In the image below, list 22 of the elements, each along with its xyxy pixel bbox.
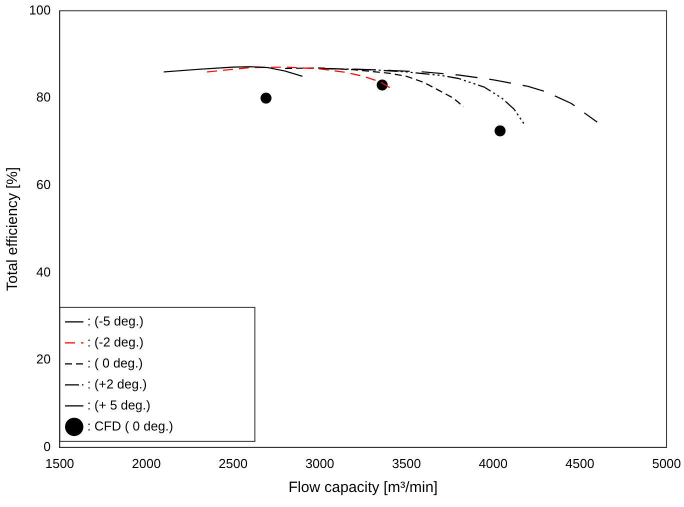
- legend-label: : (+2 deg.): [87, 376, 147, 392]
- y-tick-label: 20: [36, 352, 51, 367]
- x-tick-label: 4000: [478, 456, 508, 471]
- x-tick-label: 5000: [652, 456, 681, 471]
- x-tick-label: 2000: [132, 456, 161, 471]
- y-tick-label: 80: [36, 90, 51, 105]
- x-tick-label: 2500: [218, 456, 248, 471]
- x-tick-label: 4500: [565, 456, 594, 471]
- legend-label: : (+ 5 deg.): [87, 397, 150, 412]
- y-tick-label: 0: [43, 438, 51, 454]
- x-tick-label: 3000: [305, 456, 334, 471]
- y-tick-label: 40: [36, 264, 51, 280]
- y-tick-label: 60: [36, 177, 51, 192]
- x-tick-label: 3500: [392, 456, 421, 471]
- x-tick-label: 1500: [45, 456, 74, 471]
- legend-label: : (-2 deg.): [87, 334, 144, 350]
- legend-label: : (-5 deg.): [87, 313, 144, 328]
- x-axis-title: Flow capacity [m³/min]: [288, 479, 438, 496]
- y-axis-title: Total efficiency [%]: [4, 167, 22, 292]
- y-tick-label: 100: [28, 2, 51, 18]
- legend-label: : CFD ( 0 deg.): [87, 418, 174, 434]
- legend-label: : ( 0 deg.): [87, 355, 143, 370]
